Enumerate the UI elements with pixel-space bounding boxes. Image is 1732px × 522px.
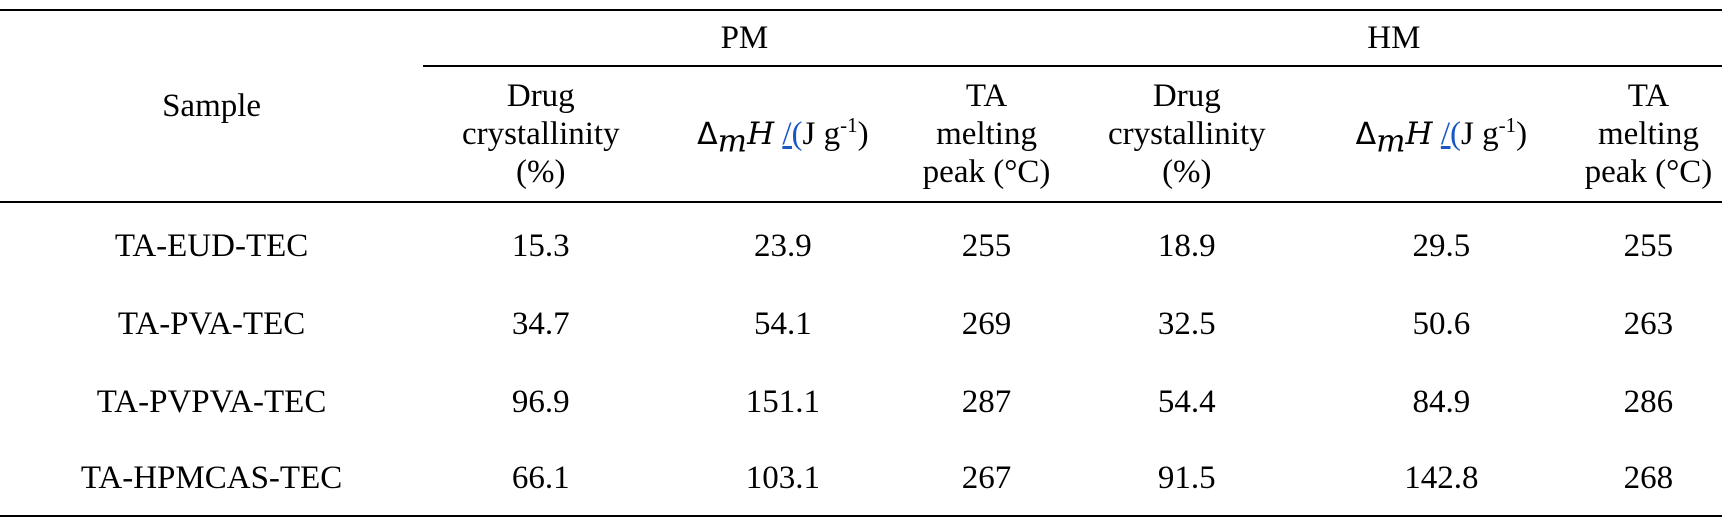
hm-crystallinity-cell: 91.5 xyxy=(1065,441,1308,517)
table-row: TA-PVA-TEC 34.7 54.1 269 32.5 50.6 263 xyxy=(0,285,1722,363)
hm-enthalpy-cell: 50.6 xyxy=(1412,306,1471,342)
pm-crystallinity-cell: 34.7 xyxy=(511,306,570,342)
sample-column-header: Sample xyxy=(0,9,424,203)
hm-crystallinity-cell: 54.4 xyxy=(1157,384,1216,420)
sample-cell: TA-HPMCAS-TEC xyxy=(0,441,424,517)
pm-melting-cell: 267 xyxy=(907,441,1066,517)
hm-enthalpy-cell: 84.9 xyxy=(1412,384,1471,420)
pm-crystallinity-header: Drug crystallinity (%) xyxy=(423,66,659,203)
pm-enthalpy-cell: 151.1 xyxy=(745,384,820,420)
hm-melting-cell: 263 xyxy=(1623,306,1674,342)
hm-crystallinity-cell: 18.9 xyxy=(1157,228,1216,264)
enthalpy-unit-link[interactable]: /( xyxy=(1440,115,1462,152)
pm-melting-cell: 255 xyxy=(961,228,1012,264)
pm-enthalpy-cell: 23.9 xyxy=(754,228,812,264)
header-subcolumn-row: Drug crystallinity (%) ΔmH /(J g-1) TA m… xyxy=(0,66,1722,203)
hm-enthalpy-cell: 29.5 xyxy=(1412,228,1471,264)
table-row: TA-EUD-TEC 15.3 23.9 255 18.9 29.5 255 xyxy=(0,202,1722,285)
hm-melting-header: TA melting peak (°C) xyxy=(1574,66,1722,203)
results-table: Sample PM HM Drug crystallinity (%) ΔmH … xyxy=(0,9,1722,517)
pm-enthalpy-cell: 54.1 xyxy=(754,306,812,342)
pm-crystallinity-cell: 96.9 xyxy=(511,384,570,420)
pm-enthalpy-header: ΔmH /(J g-1) xyxy=(658,66,908,203)
hm-group-header: HM xyxy=(1065,9,1722,67)
table-row: TA-PVPVA-TEC 96.9 151.1 287 54.4 84.9 28… xyxy=(0,363,1722,441)
hm-melting-cell: 268 xyxy=(1574,441,1722,517)
sample-cell: TA-PVA-TEC xyxy=(117,306,306,342)
pm-crystallinity-cell: 66.1 xyxy=(423,441,659,517)
pm-melting-header: TA melting peak (°C) xyxy=(907,66,1066,203)
pm-group-header: PM xyxy=(423,9,1066,67)
sample-cell: TA-EUD-TEC xyxy=(114,228,309,264)
hm-crystallinity-cell: 32.5 xyxy=(1157,306,1216,342)
hm-enthalpy-cell: 142.8 xyxy=(1307,441,1575,517)
enthalpy-unit-link[interactable]: /( xyxy=(782,115,803,152)
pm-enthalpy-cell: 103.1 xyxy=(658,441,908,517)
pm-melting-cell: 269 xyxy=(961,306,1012,342)
sample-cell: TA-PVPVA-TEC xyxy=(96,384,327,420)
hm-crystallinity-header: Drug crystallinity (%) xyxy=(1065,66,1308,203)
table-row: TA-HPMCAS-TEC 66.1 103.1 267 91.5 142.8 … xyxy=(0,441,1722,517)
hm-melting-cell: 255 xyxy=(1623,228,1674,264)
header-group-row: Sample PM HM xyxy=(0,9,1722,203)
pm-crystallinity-cell: 15.3 xyxy=(511,228,570,264)
hm-melting-cell: 286 xyxy=(1623,384,1674,420)
pm-melting-cell: 287 xyxy=(961,384,1012,420)
hm-enthalpy-header: ΔmH /(J g-1) xyxy=(1307,66,1575,203)
